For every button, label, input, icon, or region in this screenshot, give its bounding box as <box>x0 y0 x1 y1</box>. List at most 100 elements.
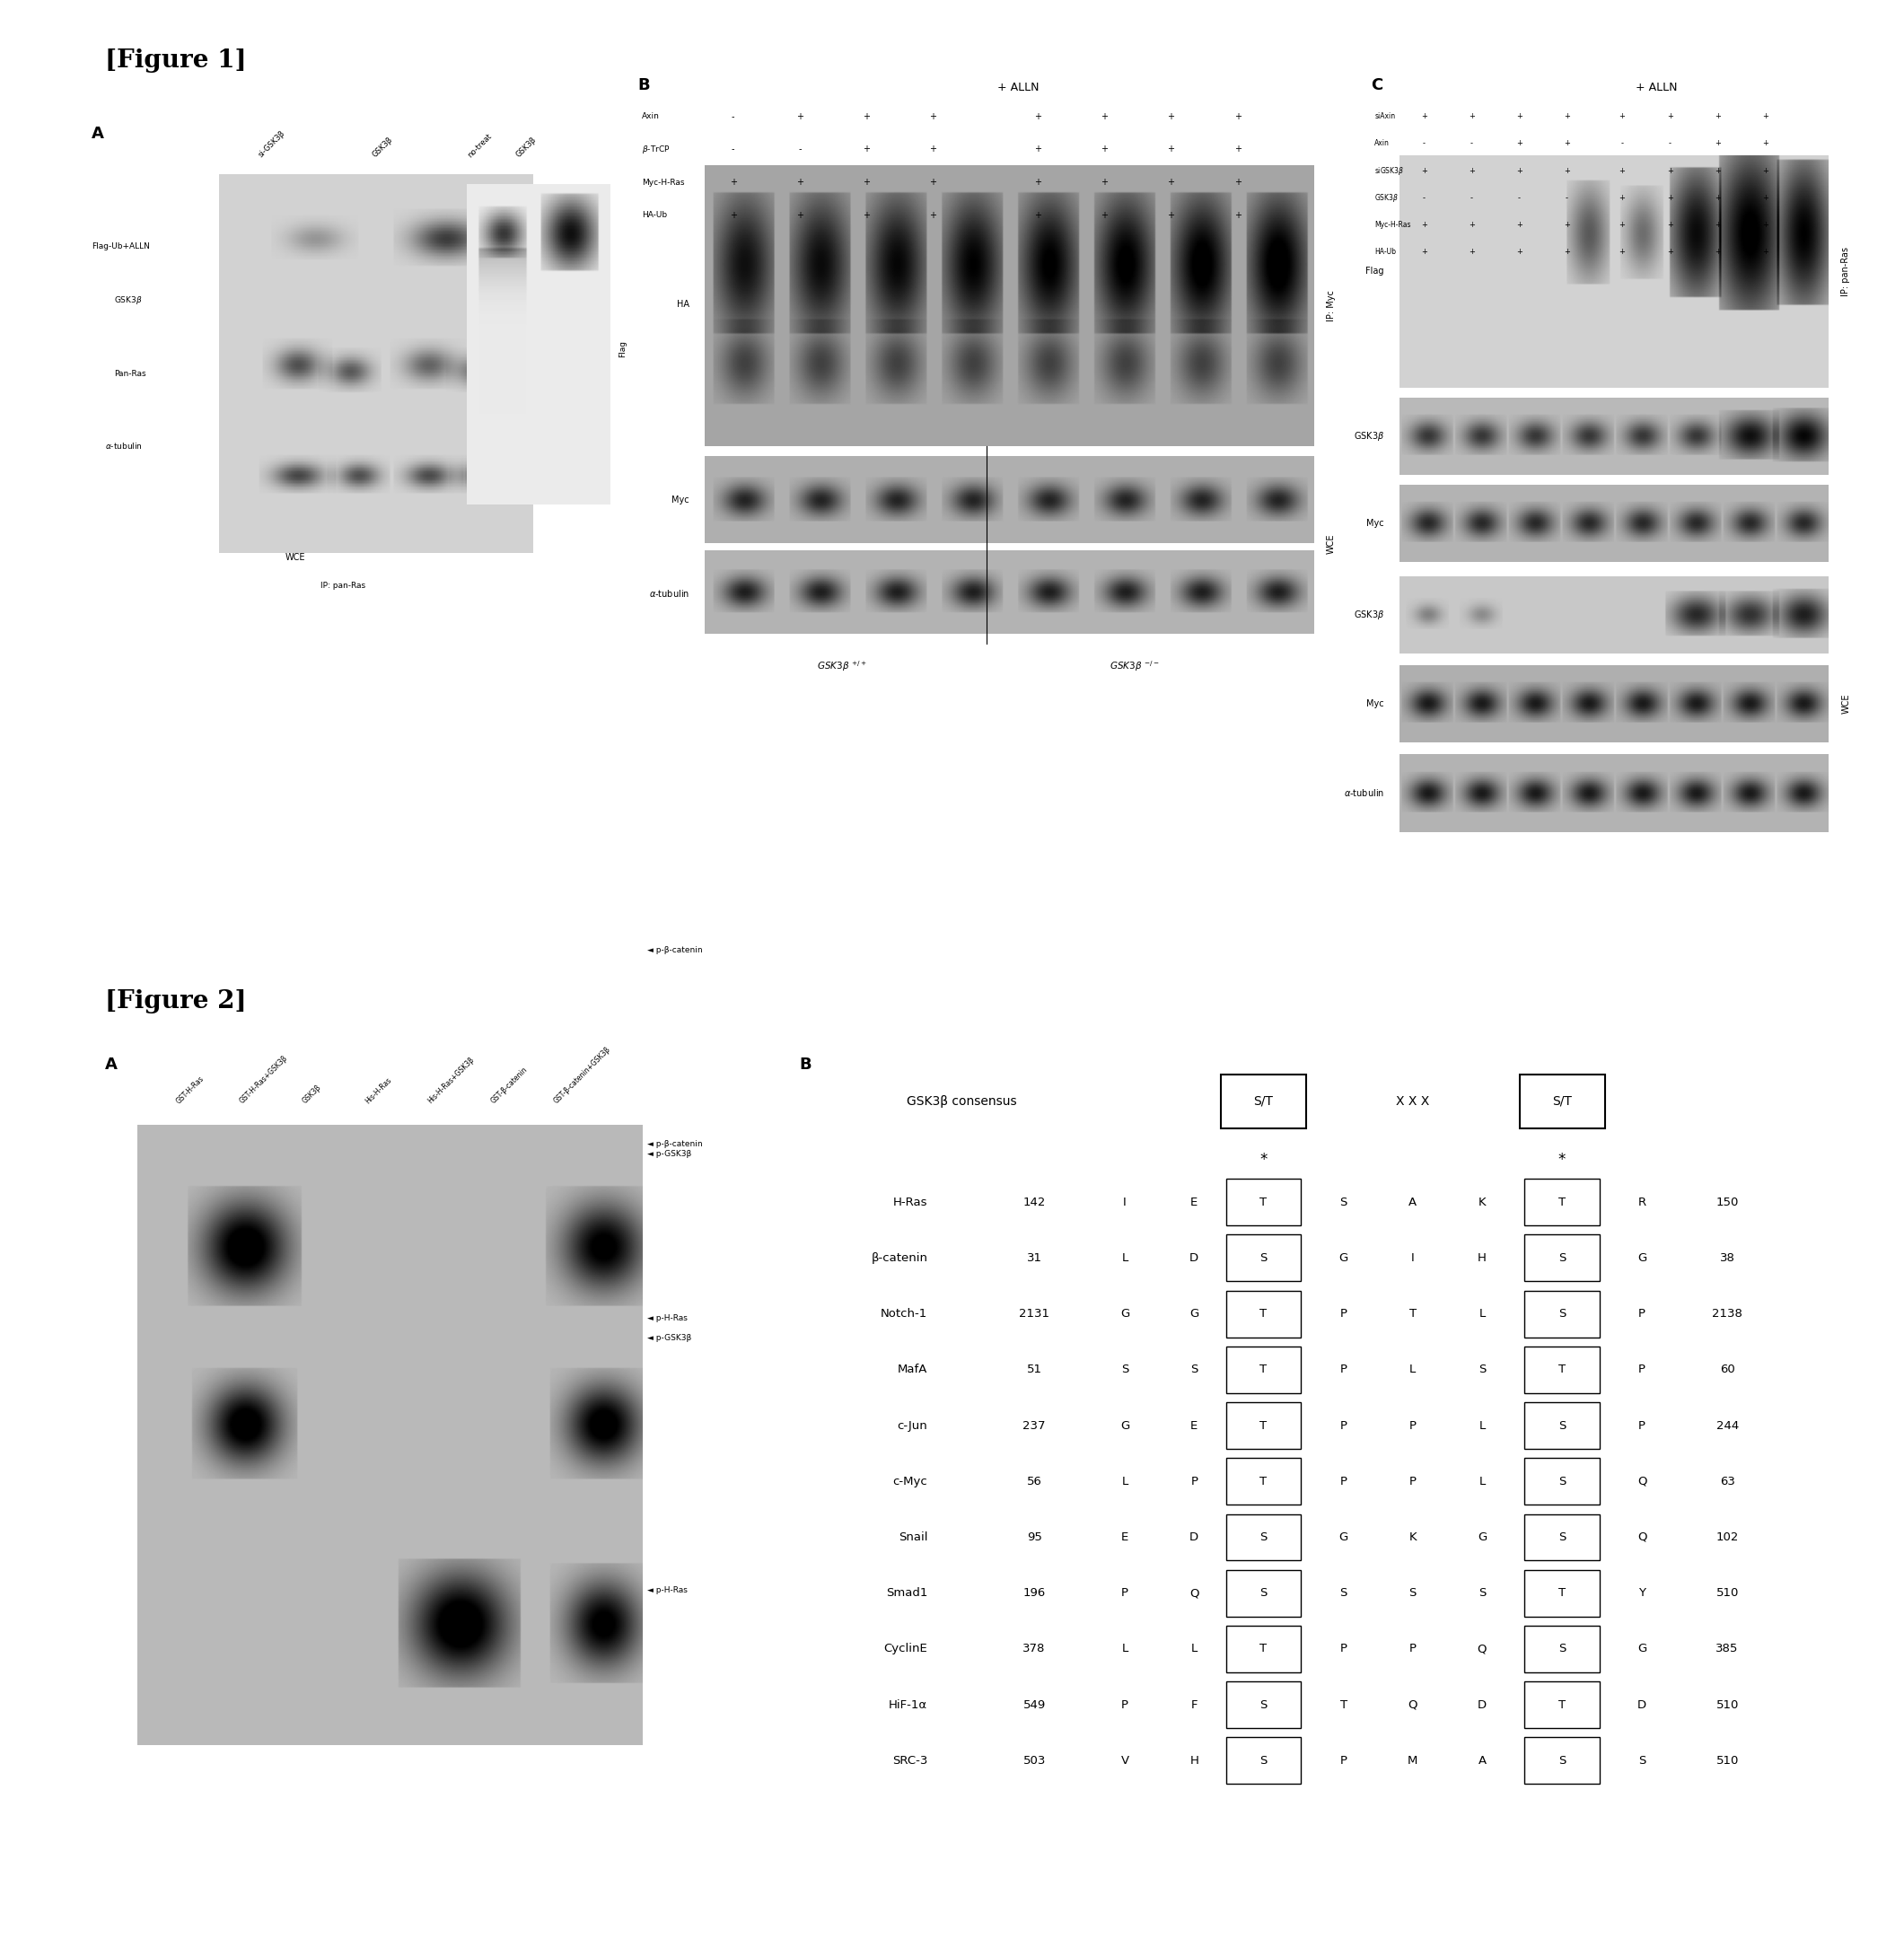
Text: +: + <box>1666 221 1674 229</box>
Text: $\beta$-TrCP: $\beta$-TrCP <box>642 143 670 155</box>
Text: *: * <box>1260 1152 1268 1167</box>
Text: T: T <box>1260 1476 1268 1487</box>
Text: siAxin: siAxin <box>1375 112 1396 120</box>
Text: F: F <box>1190 1699 1198 1710</box>
Text: +: + <box>1761 112 1769 120</box>
Text: L: L <box>1409 1363 1417 1375</box>
Text: +: + <box>1516 167 1523 175</box>
Text: T: T <box>1557 1196 1565 1208</box>
Text: +: + <box>1167 178 1175 186</box>
Text: +: + <box>1034 211 1041 219</box>
Text: Smad1: Smad1 <box>885 1588 927 1600</box>
Text: H-Ras: H-Ras <box>893 1196 927 1208</box>
Text: K: K <box>1478 1196 1485 1208</box>
Text: +: + <box>1761 167 1769 175</box>
Text: +: + <box>1167 112 1175 120</box>
Text: P: P <box>1340 1419 1346 1431</box>
Text: GST-β-catenin: GST-β-catenin <box>489 1066 529 1105</box>
Text: HA-Ub: HA-Ub <box>642 211 666 219</box>
Text: P: P <box>1190 1476 1198 1487</box>
Text: S: S <box>1478 1363 1485 1375</box>
Text: GSK3β consensus: GSK3β consensus <box>906 1096 1017 1107</box>
Text: Axin: Axin <box>642 112 659 120</box>
Text: +: + <box>863 178 870 186</box>
Text: P: P <box>1340 1642 1346 1654</box>
Text: T: T <box>1340 1699 1348 1710</box>
Text: H: H <box>1190 1755 1200 1766</box>
Text: +: + <box>1420 221 1428 229</box>
Text: S: S <box>1557 1419 1565 1431</box>
Bar <box>1226 1291 1300 1338</box>
Text: 95: 95 <box>1026 1532 1041 1543</box>
Text: +: + <box>1666 194 1674 202</box>
Text: +: + <box>1618 167 1626 175</box>
Text: S: S <box>1409 1588 1417 1600</box>
Text: IP: pan-Ras: IP: pan-Ras <box>320 582 366 589</box>
Text: S: S <box>1557 1309 1565 1320</box>
Text: WCE: WCE <box>1327 533 1335 555</box>
Text: +: + <box>1234 145 1241 153</box>
Text: T: T <box>1557 1699 1565 1710</box>
Text: WCE: WCE <box>286 553 305 562</box>
Text: S: S <box>1478 1588 1485 1600</box>
Text: +: + <box>1714 167 1721 175</box>
Text: GSK3$\beta$: GSK3$\beta$ <box>1354 609 1384 620</box>
Text: 385: 385 <box>1716 1642 1738 1654</box>
Text: c-Jun: c-Jun <box>897 1419 927 1431</box>
Text: +: + <box>1101 112 1108 120</box>
Text: D: D <box>1190 1532 1200 1543</box>
Text: +: + <box>1761 248 1769 256</box>
Text: 237: 237 <box>1022 1419 1045 1431</box>
Text: +: + <box>1666 167 1674 175</box>
Text: +: + <box>1563 112 1571 120</box>
Text: +: + <box>1468 167 1476 175</box>
Text: HiF-1α: HiF-1α <box>889 1699 927 1710</box>
Text: Myc: Myc <box>1367 520 1384 527</box>
Text: +: + <box>1618 194 1626 202</box>
Text: +: + <box>1761 194 1769 202</box>
Text: +: + <box>1563 221 1571 229</box>
Text: siGSK3$\beta$: siGSK3$\beta$ <box>1375 165 1405 176</box>
Text: S: S <box>1557 1253 1565 1264</box>
Bar <box>1525 1346 1599 1392</box>
Text: Pan-Ras: Pan-Ras <box>114 370 147 378</box>
Text: $GSK3\beta$ $^{-/-}$: $GSK3\beta$ $^{-/-}$ <box>1110 659 1160 673</box>
Text: +: + <box>1516 248 1523 256</box>
Bar <box>1226 1625 1300 1671</box>
Text: E: E <box>1190 1196 1198 1208</box>
Text: *: * <box>1557 1152 1565 1167</box>
Text: +: + <box>1234 178 1241 186</box>
Text: 102: 102 <box>1716 1532 1738 1543</box>
Text: ◄ p-β-catenin: ◄ p-β-catenin <box>647 946 703 954</box>
Text: H: H <box>1478 1253 1487 1264</box>
Bar <box>1525 1514 1599 1561</box>
Text: IP: Myc: IP: Myc <box>1327 289 1335 322</box>
Text: G: G <box>1339 1532 1348 1543</box>
Text: 196: 196 <box>1022 1588 1045 1600</box>
Text: GSK3$\beta$: GSK3$\beta$ <box>1375 192 1399 204</box>
Text: 2131: 2131 <box>1019 1309 1049 1320</box>
Text: G: G <box>1478 1532 1487 1543</box>
Text: +: + <box>863 112 870 120</box>
Text: +: + <box>1234 211 1241 219</box>
Bar <box>1226 1571 1300 1617</box>
Text: GSK3β: GSK3β <box>514 136 537 159</box>
Text: ◄ p-β-catenin: ◄ p-β-catenin <box>647 1140 703 1148</box>
Text: T: T <box>1260 1196 1268 1208</box>
Text: Q: Q <box>1478 1642 1487 1654</box>
Text: -: - <box>1565 194 1569 202</box>
Text: G: G <box>1120 1419 1129 1431</box>
Text: +: + <box>1167 145 1175 153</box>
Text: R: R <box>1637 1196 1647 1208</box>
Text: G: G <box>1339 1253 1348 1264</box>
Bar <box>1226 1737 1300 1784</box>
Text: K: K <box>1409 1532 1417 1543</box>
Text: +: + <box>929 112 937 120</box>
Text: GSK3β: GSK3β <box>371 136 394 159</box>
Text: +: + <box>796 178 803 186</box>
Bar <box>1226 1346 1300 1392</box>
Text: D: D <box>1478 1699 1487 1710</box>
Bar <box>1525 1235 1599 1282</box>
Bar <box>1226 1179 1300 1225</box>
Text: +: + <box>1468 112 1476 120</box>
